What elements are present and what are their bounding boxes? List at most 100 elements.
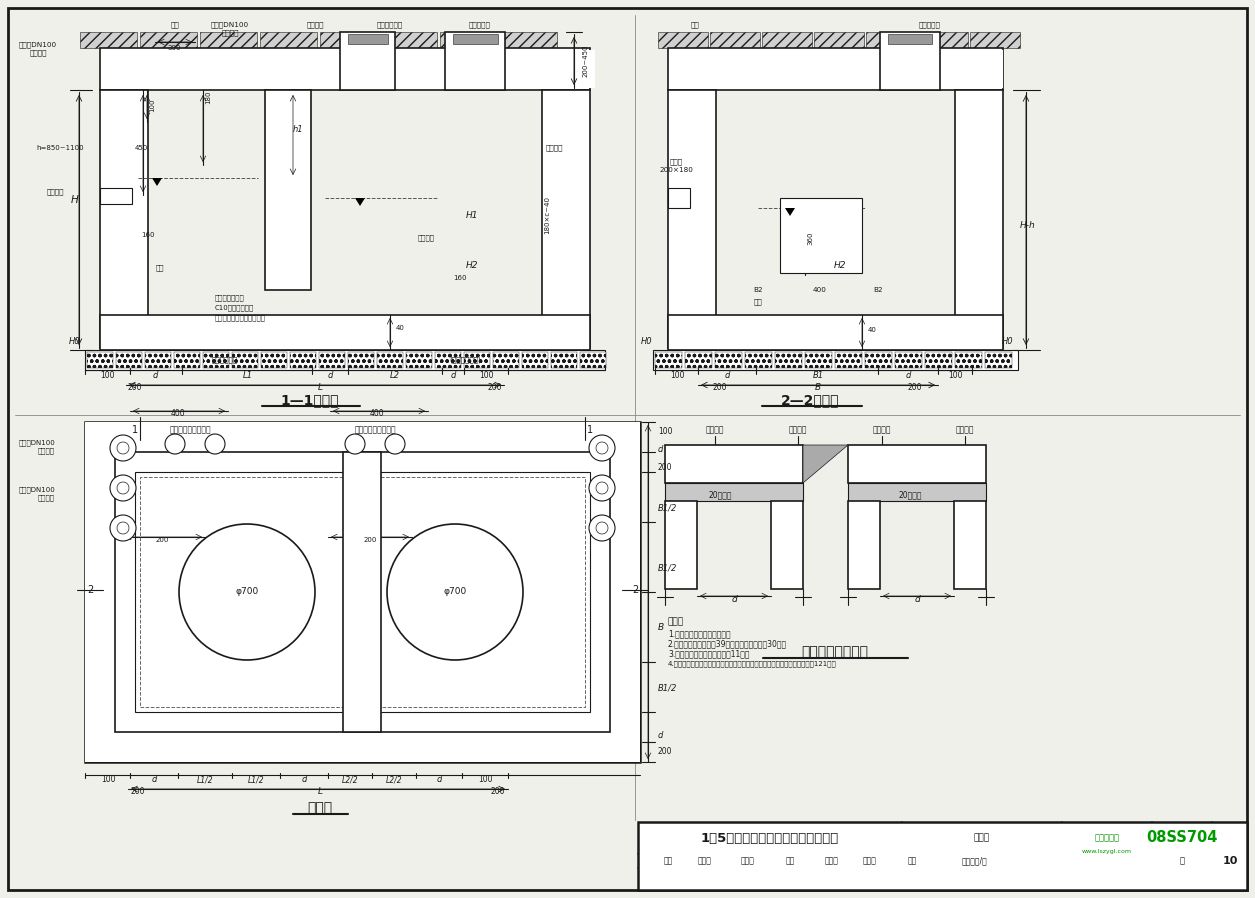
- Bar: [232, 352, 259, 368]
- Bar: [536, 50, 595, 88]
- Text: H1: H1: [466, 210, 478, 219]
- Text: H0: H0: [641, 338, 653, 347]
- Circle shape: [589, 435, 615, 461]
- Bar: [551, 352, 577, 368]
- Text: 第二方案: 第二方案: [38, 448, 55, 454]
- Text: H2: H2: [466, 260, 478, 269]
- Bar: [287, 50, 346, 88]
- Bar: [666, 447, 801, 481]
- Bar: [85, 422, 640, 452]
- Bar: [407, 352, 432, 368]
- Polygon shape: [784, 208, 794, 216]
- Text: 200: 200: [156, 537, 168, 543]
- Text: 180×c~40: 180×c~40: [543, 196, 550, 234]
- Bar: [542, 90, 590, 348]
- Bar: [638, 822, 1247, 890]
- Bar: [85, 452, 115, 732]
- Text: C10素混凝土垫层: C10素混凝土垫层: [215, 304, 255, 312]
- Text: 100: 100: [658, 427, 673, 436]
- Text: 100: 100: [670, 372, 684, 381]
- Polygon shape: [803, 445, 848, 483]
- Bar: [917, 32, 968, 48]
- Bar: [265, 90, 311, 290]
- Bar: [376, 352, 403, 368]
- Circle shape: [164, 434, 184, 454]
- Text: 1—1剖面图: 1—1剖面图: [281, 393, 339, 407]
- Text: 100: 100: [149, 98, 156, 111]
- Bar: [464, 352, 489, 368]
- Text: H0: H0: [1003, 338, 1014, 347]
- Bar: [668, 48, 1003, 90]
- Text: 20厚座浆: 20厚座浆: [899, 490, 921, 499]
- Text: 双层检查井盖: 双层检查井盖: [376, 22, 403, 29]
- Bar: [350, 50, 409, 88]
- Text: 审核: 审核: [664, 857, 673, 866]
- Bar: [446, 32, 505, 90]
- Bar: [102, 50, 161, 88]
- Bar: [838, 50, 891, 88]
- Text: 通气管DN100: 通气管DN100: [19, 440, 55, 446]
- Bar: [776, 352, 802, 368]
- Bar: [880, 32, 940, 90]
- Text: 混凝土井圈: 混凝土井圈: [469, 22, 491, 29]
- Bar: [956, 503, 984, 587]
- Text: 校对: 校对: [786, 857, 794, 866]
- Text: 通气管DN100: 通气管DN100: [19, 487, 55, 493]
- Bar: [164, 50, 223, 88]
- Bar: [866, 32, 916, 48]
- Text: d: d: [301, 776, 306, 785]
- Text: d: d: [724, 372, 729, 381]
- Bar: [895, 352, 922, 368]
- Bar: [773, 503, 801, 587]
- Text: 300: 300: [167, 45, 181, 51]
- Text: 用于无地下水: 用于无地下水: [212, 357, 238, 364]
- Text: d: d: [328, 372, 333, 381]
- Text: d: d: [914, 595, 920, 604]
- Bar: [958, 92, 1001, 346]
- Text: 素土夯实（卵石或碎石层）: 素土夯实（卵石或碎石层）: [215, 314, 266, 321]
- Bar: [670, 50, 723, 88]
- Text: 说明：: 说明：: [668, 618, 684, 627]
- Text: 100: 100: [100, 776, 115, 785]
- Text: 200: 200: [713, 383, 727, 392]
- Bar: [782, 50, 835, 88]
- Bar: [665, 445, 803, 483]
- Text: d: d: [658, 730, 664, 739]
- Text: L2/2: L2/2: [385, 776, 403, 785]
- Text: 抹三角灰: 抹三角灰: [788, 426, 807, 435]
- Text: 图集号: 图集号: [974, 833, 990, 842]
- Text: 通气孔: 通气孔: [669, 159, 683, 165]
- Text: 160: 160: [453, 275, 467, 281]
- Text: 冯言川: 冯言川: [740, 857, 756, 866]
- Text: B: B: [658, 623, 664, 632]
- Text: 400: 400: [370, 409, 384, 418]
- Text: 400: 400: [813, 287, 827, 293]
- Text: 200: 200: [363, 537, 376, 543]
- Text: 400: 400: [171, 409, 186, 418]
- Text: 10: 10: [1222, 856, 1237, 866]
- Bar: [340, 32, 395, 90]
- Text: 160: 160: [142, 232, 154, 238]
- Bar: [412, 50, 471, 88]
- Text: 100: 100: [478, 372, 493, 381]
- Bar: [261, 352, 287, 368]
- Text: www.lszygl.com: www.lszygl.com: [1082, 850, 1132, 855]
- Bar: [102, 317, 589, 348]
- Text: d: d: [732, 595, 737, 604]
- Text: 20厚座浆: 20厚座浆: [708, 490, 732, 499]
- Text: 陈宗明: 陈宗明: [698, 857, 712, 866]
- Circle shape: [110, 475, 136, 501]
- Bar: [781, 198, 862, 273]
- Bar: [522, 352, 548, 368]
- Text: 200~450: 200~450: [584, 45, 589, 77]
- Bar: [610, 452, 640, 732]
- Bar: [85, 350, 605, 370]
- Text: 钢筋混凝土底板: 钢筋混凝土底板: [215, 295, 245, 302]
- Bar: [200, 32, 257, 48]
- Bar: [865, 352, 892, 368]
- Bar: [955, 90, 1003, 348]
- Bar: [320, 32, 376, 48]
- Bar: [499, 32, 557, 48]
- Text: 4.通气管管材及设置高度详见总说明，通气管管罩大样及防水套管做法详见第121页。: 4.通气管管材及设置高度详见总说明，通气管管罩大样及防水套管做法详见第121页。: [668, 661, 837, 667]
- Bar: [745, 352, 772, 368]
